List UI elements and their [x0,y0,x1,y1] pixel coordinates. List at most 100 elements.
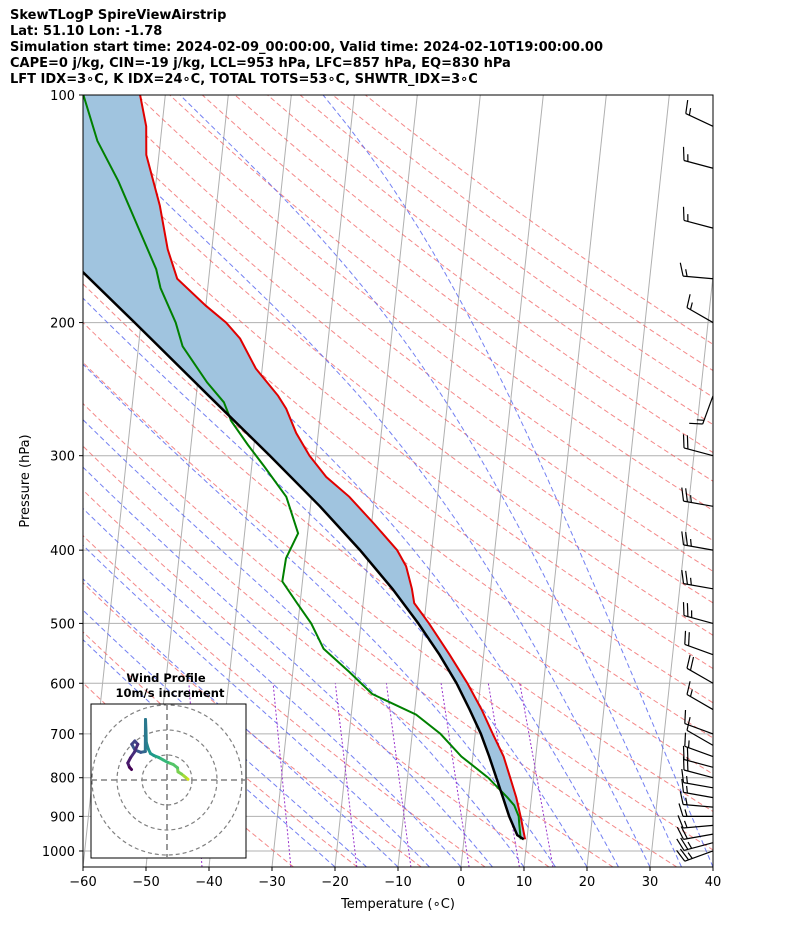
y-tick-label: 400 [50,544,75,559]
temperature-profile [139,95,527,840]
dry-adiabat [267,95,713,426]
hodograph-subtitle: 10m/s increment [116,686,225,700]
moist-adiabat [83,466,493,867]
dry-adiabat [332,95,713,372]
dry-adiabat [83,582,422,867]
x-tick-label: −30 [258,875,285,890]
wind-barb [682,206,714,229]
axes: −60 −50 −40 −30 −20 −10 0 10 20 30 40 100 200 300 400 5… [42,89,721,890]
y-tick-label: 900 [50,810,75,825]
moist-adiabat [179,95,682,867]
dry-adiabat [83,445,614,867]
dry-adiabat [83,489,550,867]
wind-barb [676,837,714,851]
y-axis-label: Pressure (hPa) [18,434,33,527]
dry-adiabat [169,95,713,512]
wind-barb [682,434,714,457]
wind-barbs [676,100,714,862]
x-tick-label: −20 [321,875,348,890]
x-tick-label: −10 [384,875,411,890]
moist-adiabat [83,544,430,867]
wind-barb [685,100,714,127]
moist-adiabat [83,119,651,867]
x-tick-label: −40 [195,875,222,890]
x-tick-label: 10 [516,875,533,890]
wind-barb [686,681,714,711]
wind-barb [681,769,714,789]
location-line: Lat: 51.10 Lon: -1.78 [10,24,163,39]
index-line: LFT IDX=3∘C, K IDX=24∘C, TOTAL TOTS=53∘C… [10,72,478,87]
isotherm-line [523,95,607,867]
wind-barb [679,791,714,808]
y-tick-label: 300 [50,450,75,465]
background-lines [83,95,713,867]
wind-barb [684,709,714,735]
moist-adiabat [83,419,525,867]
x-tick-label: −50 [132,875,159,890]
moist-adiabat [83,507,462,867]
parcel-profile [83,270,525,841]
isotherm-line [460,95,544,867]
dry-adiabat [104,95,713,572]
wind-barb [686,294,714,324]
isotherm-line [649,271,713,867]
y-tick-label: 200 [50,317,75,332]
wind-barb [676,826,714,840]
mixing-ratio-line [519,683,554,867]
wind-barb [684,732,714,758]
wind-barb [682,146,714,169]
wind-barb [689,395,714,425]
x-tick-label: 40 [705,875,722,890]
moist-adiabat [83,638,336,867]
dry-adiabat [299,95,713,398]
dewpoint-profile [83,95,522,840]
dry-adiabat [83,402,678,867]
wind-barb [677,815,714,829]
dry-adiabat [83,534,486,867]
chart-title: SkewTLogP SpireViewAirstrip [10,8,227,23]
wind-barb [686,716,714,746]
y-tick-label: 1000 [42,845,75,860]
y-tick-label: 100 [50,89,75,104]
isotherm-line [334,95,418,867]
isotherm-line [586,95,670,867]
hodograph-inset: Wind Profile 10m/s increment [90,671,247,859]
x-tick-label: 20 [579,875,596,890]
mixing-ratio-line [385,683,412,867]
cape-line: CAPE=0 j/kg, CIN=-19 j/kg, LCL=953 hPa, … [10,56,511,71]
chart-header: SkewTLogP SpireViewAirstrip Lat: 51.10 L… [10,8,603,88]
dry-adiabat [201,95,713,482]
wind-barb [678,803,714,818]
dry-adiabat [83,321,713,812]
moist-adiabat [322,95,713,867]
wind-barb [681,778,714,799]
y-tick-label: 800 [50,772,75,787]
time-line: Simulation start time: 2024-02-09_00:00:… [10,40,603,55]
dry-adiabat [83,105,713,604]
wind-barb [684,630,714,656]
wind-barb [681,570,714,590]
x-tick-label: 0 [457,875,465,890]
mixing-ratio-line [334,683,358,867]
dry-adiabat [83,631,358,867]
hodograph-segment [128,765,133,771]
mixing-ratio-line [440,683,470,867]
dry-adiabat [83,361,713,851]
dry-adiabat [83,283,713,775]
wind-barb [682,745,714,768]
x-axis-label: Temperature (∘C) [340,897,455,912]
isotherm-line [712,862,713,867]
y-tick-label: 500 [50,617,75,632]
profile-lines [83,95,527,841]
wind-barb [686,654,714,684]
x-tick-label: −60 [69,875,96,890]
wind-barb [681,487,714,507]
wind-barb [676,848,714,862]
dry-adiabat [83,209,713,704]
moist-adiabat [83,609,367,867]
wind-barb [682,602,714,624]
x-tick-label: 30 [642,875,659,890]
y-tick-label: 600 [50,677,75,692]
hodograph-title: Wind Profile [126,671,206,685]
